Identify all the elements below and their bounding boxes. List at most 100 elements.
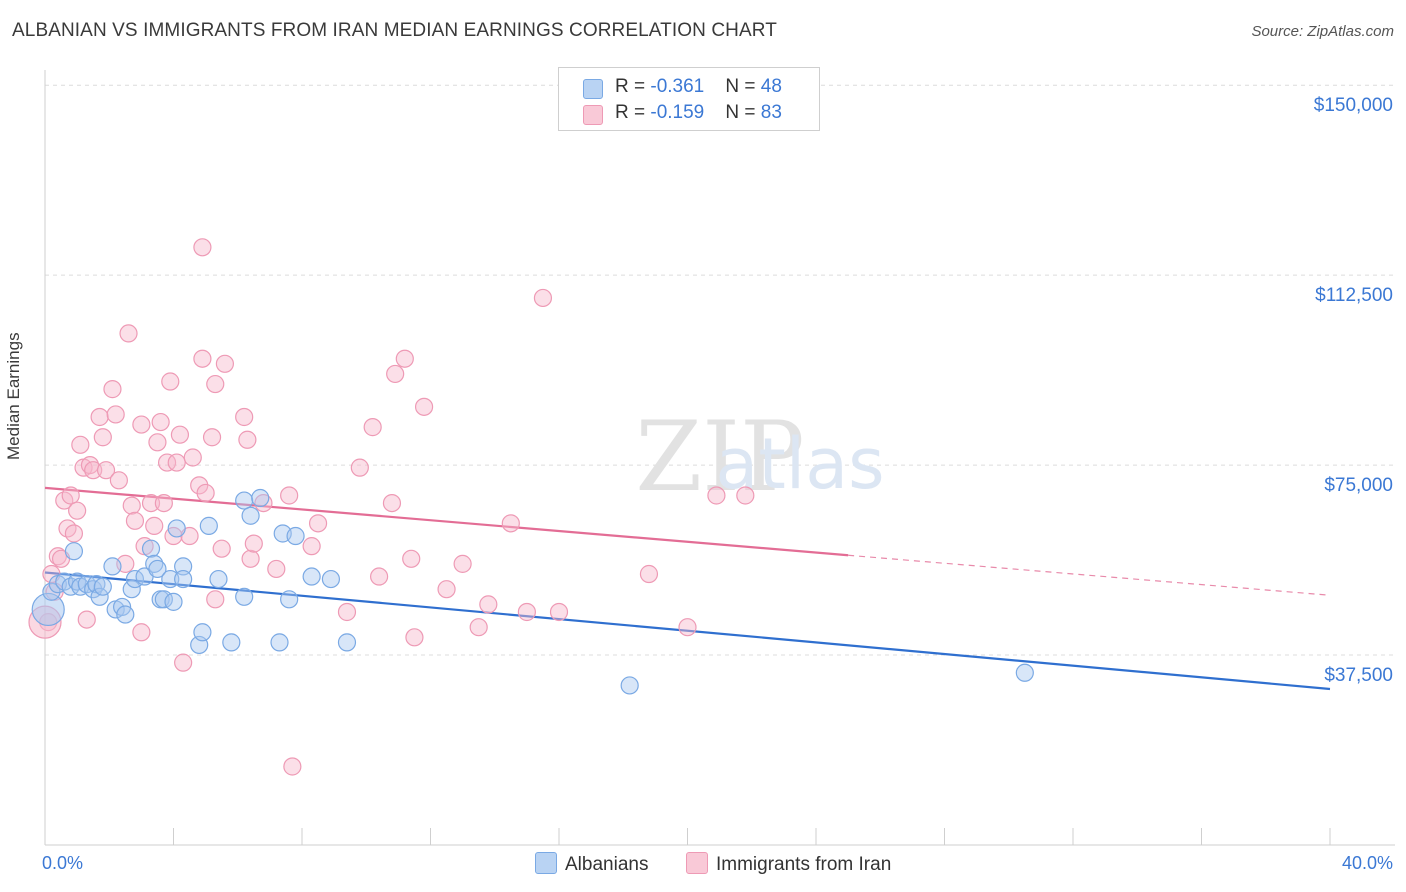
y-tick-label: $112,500 (1315, 285, 1393, 306)
legend-n-value: 83 (760, 102, 782, 123)
point-albanians (280, 590, 299, 609)
point-iran (678, 618, 697, 637)
point-iran (501, 514, 520, 533)
point-iran (161, 372, 180, 391)
point-iran (215, 354, 234, 373)
point-iran (382, 493, 402, 513)
point-albanians (93, 577, 112, 596)
point-iran (193, 238, 212, 257)
point-iran (308, 514, 328, 533)
point-iran (93, 428, 112, 447)
point-albanians (122, 580, 141, 599)
point-iran (132, 415, 151, 434)
grid-lines (45, 84, 1395, 656)
point-albanians (251, 488, 270, 508)
point-iran (196, 483, 215, 503)
point-iran (254, 493, 273, 513)
point-albanians (286, 526, 305, 546)
point-albanians (145, 554, 164, 573)
trend-line-iran (44, 486, 849, 557)
point-iran (148, 433, 167, 452)
point-albanians (1015, 663, 1034, 682)
point-albanians (161, 569, 180, 589)
point-iran (141, 493, 161, 513)
point-iran (170, 425, 190, 444)
trend-line-iran-extrapolated (848, 554, 1331, 596)
point-iran (157, 453, 177, 472)
point-albanians (235, 491, 254, 510)
trend-line-albanians (44, 571, 1331, 691)
legend-r-value: -0.361 (650, 76, 705, 97)
bottom-legend-swatch-blue (535, 852, 557, 874)
point-iran (549, 602, 569, 622)
point-iran (154, 493, 173, 513)
y-tick-label: $37,500 (1324, 665, 1393, 686)
point-albanians (199, 516, 218, 535)
point-iran (479, 595, 498, 614)
point-iran (48, 547, 67, 566)
legend-r-label: R = (615, 102, 651, 123)
point-albanians (103, 557, 122, 576)
legend-r-value: -0.159 (650, 102, 705, 123)
point-iran (707, 486, 726, 505)
x-tick-max: 40.0% (1341, 853, 1393, 873)
legend-n-label: N = (725, 102, 761, 123)
point-iran (96, 461, 116, 480)
point-iran (736, 486, 755, 505)
point-albanians (174, 557, 193, 576)
point-iran (80, 455, 100, 475)
point-iran (244, 534, 263, 553)
point-albanians (337, 633, 357, 652)
point-albanians (620, 676, 639, 695)
point-iran (71, 435, 90, 454)
point-albanians (209, 569, 228, 589)
point-iran (77, 610, 96, 629)
bottom-legend-label: Immigrants from Iran (716, 854, 892, 875)
point-iran (405, 628, 424, 647)
point-iran (106, 405, 125, 424)
point-iran (517, 602, 536, 622)
point-albanians (64, 542, 84, 561)
data-points (28, 238, 1034, 776)
point-iran (167, 453, 186, 472)
point-albanians (321, 569, 341, 589)
point-iran (235, 407, 254, 427)
point-iran (84, 461, 103, 480)
watermark-atlas: atlas (715, 423, 884, 505)
legend-n-label: N = (725, 76, 761, 97)
point-iran (363, 418, 382, 437)
trend-lines (44, 486, 1331, 691)
y-tick-label: $150,000 (1314, 95, 1393, 116)
point-iran (533, 288, 553, 308)
point-albanians (42, 582, 61, 601)
point-iran (68, 501, 87, 520)
point-iran (395, 349, 414, 368)
point-iran (122, 496, 141, 515)
point-iran (125, 511, 145, 530)
y-tick-label: $75,000 (1324, 475, 1393, 496)
point-iran (202, 428, 222, 447)
point-iran (190, 476, 209, 495)
point-iran (337, 602, 357, 622)
point-iran (206, 374, 225, 394)
legend-swatch-pink (583, 105, 603, 125)
point-iran (302, 537, 321, 556)
point-iran (61, 486, 80, 505)
y-tick-labels: $37,500 $75,000 $112,500 $150,000 (1314, 95, 1393, 686)
point-iran (453, 554, 472, 573)
chart-title: ALBANIAN VS IMMIGRANTS FROM IRAN MEDIAN … (12, 20, 777, 41)
point-iran (241, 549, 260, 568)
point-albanians (235, 587, 254, 606)
point-iran (283, 757, 302, 776)
point-iran (193, 349, 212, 368)
point-iran (386, 364, 405, 384)
chart-source: Source: ZipAtlas.com (1251, 23, 1394, 40)
x-tick-min: 0.0% (42, 853, 84, 873)
point-iran (151, 412, 170, 432)
point-iran (267, 559, 286, 579)
correlation-legend: R = -0.361 N = 48 R = -0.159 N = 83 (558, 67, 820, 131)
legend-r-label: R = (615, 76, 651, 97)
point-albanians (141, 539, 161, 558)
point-albanians (148, 559, 167, 579)
